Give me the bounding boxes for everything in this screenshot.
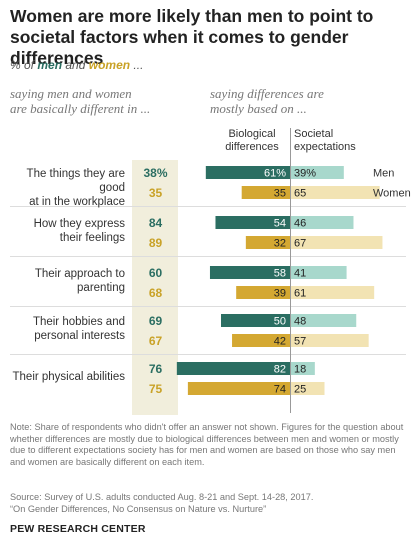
- societal-column-header: Societal expectations: [294, 128, 364, 154]
- different-women-value: 35: [148, 186, 163, 200]
- different-women-value: 68: [148, 286, 163, 300]
- row-separator: [10, 206, 406, 207]
- bar-societal-women: [290, 286, 375, 299]
- right-column-header: saying differences are mostly based on .…: [210, 86, 324, 116]
- label-biological-women: 32: [274, 238, 286, 250]
- bar-biological-men: [221, 314, 290, 327]
- category-label: Their hobbies and personal interests: [0, 315, 125, 343]
- right-header-line-1: saying differences are: [210, 86, 324, 101]
- subtitle-and: and: [62, 58, 89, 72]
- pew-research-center-logo: PEW RESEARCH CENTER: [10, 523, 146, 535]
- label-biological-men: 61%: [264, 168, 286, 180]
- bar-biological-men: [176, 362, 290, 375]
- bar-biological-women: [187, 382, 290, 395]
- label-societal-men: 18: [294, 364, 306, 376]
- row-separator: [10, 354, 406, 355]
- bar-societal-men: [290, 314, 357, 327]
- label-societal-women: 67: [294, 238, 306, 250]
- label-biological-men: 50: [274, 316, 286, 328]
- biological-header-line-1: Biological: [228, 128, 276, 140]
- percent-column-highlight: [132, 160, 178, 415]
- different-men-value: 38%: [143, 166, 168, 180]
- label-societal-men: 39%: [294, 168, 316, 180]
- chart-note: Note: Share of respondents who didn't of…: [10, 422, 404, 467]
- label-societal-men: 41: [294, 268, 306, 280]
- label-biological-women: 35: [274, 188, 286, 200]
- row-separator: [10, 256, 406, 257]
- legend-men: Men: [373, 168, 394, 180]
- category-label-line: at in the workplace: [29, 196, 125, 208]
- label-societal-men: 46: [294, 218, 306, 230]
- different-men-value: 69: [148, 314, 163, 328]
- subtitle-suffix: ...: [130, 58, 144, 72]
- bar-societal-men: [290, 216, 354, 229]
- subtitle-prefix: % of: [10, 58, 38, 72]
- societal-header-line-1: Societal: [294, 128, 334, 140]
- source-line-1: Source: Survey of U.S. adults conducted …: [10, 492, 314, 502]
- category-label-line: their feelings: [59, 232, 125, 244]
- center-divider-line: [290, 128, 291, 413]
- category-label: The things they are good at in the workpl…: [0, 167, 125, 209]
- bar-biological-men: [205, 166, 290, 179]
- category-label-line: The things they are good: [26, 168, 125, 194]
- left-header-line-2: are basically different in ...: [10, 101, 151, 116]
- bar-societal-men: [290, 266, 347, 279]
- different-men-value: 76: [148, 362, 163, 376]
- chart-subtitle: % of men and women ...: [10, 58, 143, 72]
- category-label-line: Their approach to: [34, 268, 125, 280]
- category-label: Their physical abilities: [0, 370, 126, 384]
- label-societal-women: 61: [294, 288, 306, 300]
- label-biological-men: 54: [274, 218, 286, 230]
- chart-source: Source: Survey of U.S. adults conducted …: [10, 492, 406, 515]
- subtitle-men: men: [37, 58, 63, 72]
- bar-societal-men: [290, 362, 315, 375]
- bar-biological-women: [232, 334, 290, 347]
- right-header-line-2: mostly based on ...: [210, 101, 307, 116]
- bar-biological-women: [241, 186, 290, 199]
- left-header-line-1: saying men and women: [10, 86, 132, 101]
- source-line-2: “On Gender Differences, No Consensus on …: [10, 503, 267, 514]
- chart-title: Women are more likely than men to point …: [10, 6, 374, 68]
- category-label-line: personal interests: [34, 330, 125, 342]
- category-label: How they express their feelings: [0, 217, 125, 245]
- left-column-header: saying men and women are basically diffe…: [10, 86, 150, 116]
- category-label: Their approach to parenting: [0, 267, 125, 295]
- different-men-value: 84: [148, 216, 163, 230]
- label-biological-men: 82: [274, 364, 286, 376]
- label-biological-women: 74: [274, 384, 286, 396]
- different-women-value: 89: [148, 236, 163, 250]
- bar-societal-men: [290, 166, 344, 179]
- category-label-line: How they express: [33, 218, 125, 230]
- label-biological-women: 39: [274, 288, 286, 300]
- category-label-line: parenting: [77, 282, 125, 294]
- row-separator: [10, 306, 406, 307]
- bar-societal-women: [290, 382, 325, 395]
- legend-women: Women: [373, 188, 411, 200]
- bar-biological-men: [209, 266, 290, 279]
- label-biological-women: 42: [274, 336, 286, 348]
- societal-header-line-2: expectations: [294, 141, 356, 153]
- biological-header-line-2: differences: [225, 141, 279, 153]
- label-biological-men: 58: [274, 268, 286, 280]
- bar-societal-women: [290, 236, 383, 249]
- label-societal-women: 25: [294, 384, 306, 396]
- different-women-value: 75: [148, 382, 163, 396]
- label-societal-men: 48: [294, 316, 306, 328]
- bar-biological-men: [215, 216, 290, 229]
- biological-column-header: Biological differences: [220, 128, 284, 154]
- category-label-line: Their hobbies and: [32, 316, 125, 328]
- subtitle-women: women: [88, 58, 131, 72]
- bar-societal-women: [290, 186, 380, 199]
- bar-biological-women: [236, 286, 290, 299]
- bar-biological-women: [245, 236, 290, 249]
- label-societal-women: 65: [294, 188, 306, 200]
- label-societal-women: 57: [294, 336, 306, 348]
- different-men-value: 60: [148, 266, 163, 280]
- category-label-line: Their physical abilities: [12, 371, 126, 383]
- different-women-value: 67: [148, 334, 163, 348]
- bar-societal-women: [290, 334, 369, 347]
